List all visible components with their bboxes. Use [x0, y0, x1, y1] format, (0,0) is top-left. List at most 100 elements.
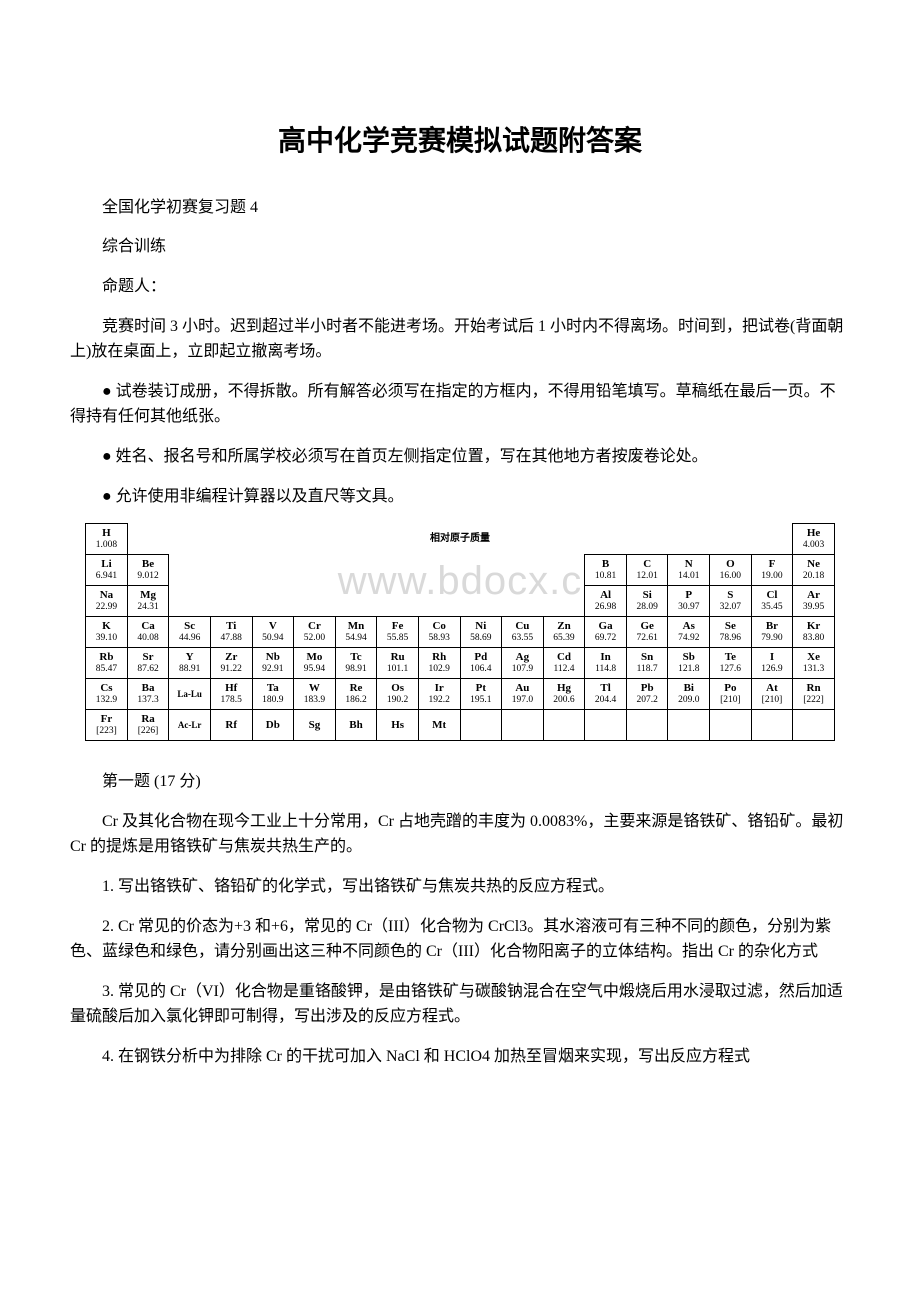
el-K: K39.10 — [86, 617, 128, 648]
periodic-table: H1.008 相对原子质量 He4.003 Li6.941 Be9.012 B1… — [85, 523, 835, 741]
el-O: O16.00 — [710, 555, 752, 586]
el-Hf: Hf178.5 — [210, 679, 252, 710]
q1-part2: 2. Cr 常见的价态为+3 和+6，常见的 Cr（III）化合物为 CrCl3… — [70, 914, 850, 965]
intro-line-2: 综合训练 — [70, 234, 850, 260]
el-Te: Te127.6 — [710, 648, 752, 679]
el-Bi: Bi209.0 — [668, 679, 710, 710]
q1-part1: 1. 写出铬铁矿、铬铅矿的化学式，写出铬铁矿与焦炭共热的反应方程式。 — [70, 874, 850, 900]
el-Pt: Pt195.1 — [460, 679, 502, 710]
el-He: He4.003 — [793, 524, 835, 555]
el-W: W183.9 — [294, 679, 336, 710]
el-Sn: Sn118.7 — [626, 648, 668, 679]
el-Bh: Bh — [335, 710, 377, 741]
el-B: B10.81 — [585, 555, 627, 586]
el-Ga: Ga69.72 — [585, 617, 627, 648]
el-Xe: Xe131.3 — [793, 648, 835, 679]
el-Zr: Zr91.22 — [210, 648, 252, 679]
el-N: N14.01 — [668, 555, 710, 586]
el-Cd: Cd112.4 — [543, 648, 585, 679]
el-Cu: Cu63.55 — [502, 617, 544, 648]
el-Tl: Tl204.4 — [585, 679, 627, 710]
el-Ar: Ar39.95 — [793, 586, 835, 617]
el-Fe: Fe55.85 — [377, 617, 419, 648]
rules-line-4: ● 允许使用非编程计算器以及直尺等文具。 — [70, 484, 850, 510]
el-V: V50.94 — [252, 617, 294, 648]
el-Zn: Zn65.39 — [543, 617, 585, 648]
el-Au: Au197.0 — [502, 679, 544, 710]
el-Al: Al26.98 — [585, 586, 627, 617]
el-Os: Os190.2 — [377, 679, 419, 710]
el-Sb: Sb121.8 — [668, 648, 710, 679]
pt-empty — [751, 710, 793, 741]
rules-line-3: ● 姓名、报名号和所属学校必须写在首页左侧指定位置，写在其他地方者按废卷论处。 — [70, 444, 850, 470]
el-Kr: Kr83.80 — [793, 617, 835, 648]
el-S: S32.07 — [710, 586, 752, 617]
intro-line-1: 全国化学初赛复习题 4 — [70, 195, 850, 221]
el-Rb: Rb85.47 — [86, 648, 128, 679]
el-Sc: Sc44.96 — [169, 617, 211, 648]
el-Rn: Rn[222] — [793, 679, 835, 710]
el-P: P30.97 — [668, 586, 710, 617]
el-I: I126.9 — [751, 648, 793, 679]
el-Cs: Cs132.9 — [86, 679, 128, 710]
el-LaLu: La-Lu — [169, 679, 211, 710]
el-Hg: Hg200.6 — [543, 679, 585, 710]
el-Pb: Pb207.2 — [626, 679, 668, 710]
el-Sr: Sr87.62 — [127, 648, 169, 679]
el-Mo: Mo95.94 — [294, 648, 336, 679]
el-Be: Be9.012 — [127, 555, 169, 586]
el-Co: Co58.93 — [418, 617, 460, 648]
el-Ag: Ag107.9 — [502, 648, 544, 679]
pt-empty — [668, 710, 710, 741]
pt-empty — [502, 710, 544, 741]
el-Ca: Ca40.08 — [127, 617, 169, 648]
page-title: 高中化学竞赛模拟试题附答案 — [70, 120, 850, 165]
el-Hs: Hs — [377, 710, 419, 741]
el-Ta: Ta180.9 — [252, 679, 294, 710]
el-As: As74.92 — [668, 617, 710, 648]
el-H: H1.008 — [86, 524, 128, 555]
el-Re: Re186.2 — [335, 679, 377, 710]
pt-empty — [793, 710, 835, 741]
el-Y: Y88.91 — [169, 648, 211, 679]
el-Ba: Ba137.3 — [127, 679, 169, 710]
el-AcLr: Ac-Lr — [169, 710, 211, 741]
intro-line-3: 命题人： — [70, 274, 850, 300]
el-Na: Na22.99 — [86, 586, 128, 617]
el-Si: Si28.09 — [626, 586, 668, 617]
el-Db: Db — [252, 710, 294, 741]
el-Cr: Cr52.00 — [294, 617, 336, 648]
el-Ni: Ni58.69 — [460, 617, 502, 648]
el-Br: Br79.90 — [751, 617, 793, 648]
el-Ge: Ge72.61 — [626, 617, 668, 648]
pt-empty — [585, 710, 627, 741]
el-In: In114.8 — [585, 648, 627, 679]
el-F: F19.00 — [751, 555, 793, 586]
el-Ti: Ti47.88 — [210, 617, 252, 648]
pt-empty — [626, 710, 668, 741]
el-Rh: Rh102.9 — [418, 648, 460, 679]
el-Se: Se78.96 — [710, 617, 752, 648]
el-Ra: Ra[226] — [127, 710, 169, 741]
el-Cl: Cl35.45 — [751, 586, 793, 617]
pt-empty — [710, 710, 752, 741]
q1-intro: Cr 及其化合物在现今工业上十分常用，Cr 占地壳蹭的丰度为 0.0083%，主… — [70, 809, 850, 860]
el-At: At[210] — [751, 679, 793, 710]
el-Pd: Pd106.4 — [460, 648, 502, 679]
q1-part4: 4. 在钢铁分析中为排除 Cr 的干扰可加入 NaCl 和 HClO4 加热至冒… — [70, 1044, 850, 1070]
q1-title: 第一题 (17 分) — [70, 769, 850, 795]
periodic-table-container: www.bdocx.c H1.008 相对原子质量 He4.003 Li6.94… — [70, 523, 850, 741]
rules-line-2: ● 试卷装订成册，不得拆散。所有解答必须写在指定的方框内，不得用铅笔填写。草稿纸… — [70, 379, 850, 430]
el-Rf: Rf — [210, 710, 252, 741]
rules-line-1: 竞赛时间 3 小时。迟到超过半小时者不能进考场。开始考试后 1 小时内不得离场。… — [70, 314, 850, 365]
el-Tc: Tc98.91 — [335, 648, 377, 679]
pt-empty — [460, 710, 502, 741]
el-Fr: Fr[223] — [86, 710, 128, 741]
el-Ne: Ne20.18 — [793, 555, 835, 586]
el-Sg: Sg — [294, 710, 336, 741]
el-Li: Li6.941 — [86, 555, 128, 586]
q1-part3: 3. 常见的 Cr（VI）化合物是重铬酸钾，是由铬铁矿与碳酸钠混合在空气中煅烧后… — [70, 979, 850, 1030]
el-Mg: Mg24.31 — [127, 586, 169, 617]
pt-gap — [169, 555, 585, 586]
pt-title: 相对原子质量 — [127, 524, 793, 555]
